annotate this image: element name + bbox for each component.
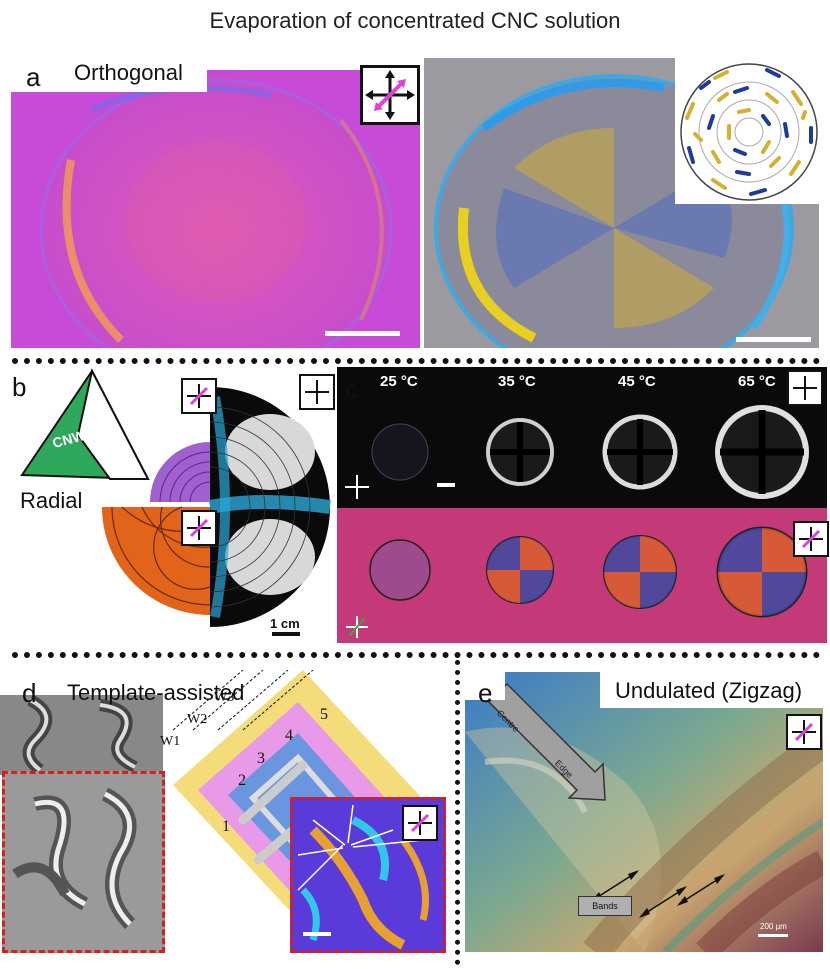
zone-label-2: 2 [238, 772, 246, 789]
width-label-1: W1 [160, 734, 181, 749]
zone-label-4: 4 [285, 727, 293, 744]
radial-label: Radial [20, 488, 83, 513]
panel-a-tag: Orthogonal [66, 58, 191, 88]
bands-label: Bands [578, 896, 632, 916]
polarizer-icon-b-bottom [181, 510, 217, 546]
polarizer-icon-d [402, 805, 438, 841]
scale-bar-a-right [736, 337, 811, 342]
sem-image-zoom [2, 771, 165, 953]
polarizer-icon-b-right [299, 374, 335, 410]
zone-label-5: 5 [320, 706, 328, 723]
polarizer-icon-c-top [787, 370, 823, 406]
polarizer-icon-b-top [181, 378, 217, 414]
polarizer-icon-c-bottom [793, 521, 829, 557]
temperature-label-1: 25 °C [380, 373, 418, 390]
width-label-3: W3 [214, 690, 235, 705]
scale-bar-b [272, 632, 300, 636]
scale-bar-a-left [325, 331, 400, 336]
panel-b-letter: b [12, 372, 27, 402]
zone-label-3: 3 [257, 750, 265, 767]
panel-d-letter: d [22, 678, 37, 708]
panel-c-top-strip [337, 367, 827, 508]
divider-top [12, 358, 820, 364]
figure-title: Evaporation of concentrated CNC solution [209, 8, 621, 33]
radial-schematic-inset [675, 58, 823, 204]
zone-label-1: 1 [222, 818, 230, 835]
panel-e-tag: Undulated (Zigzag) [615, 678, 803, 703]
divider-vertical [455, 660, 460, 965]
panel-a-letter: a [26, 62, 41, 92]
panel-e-letter: e [478, 678, 493, 708]
panel-a-left-image [11, 70, 420, 382]
panel-e-tag-box [600, 672, 823, 708]
temperature-label-2: 35 °C [498, 373, 536, 390]
scale-label-e: 200 µm [760, 922, 787, 931]
panel-e-letter-box [465, 660, 505, 700]
polarizer-icon-a [360, 65, 420, 125]
panel-d-tag: Template-assisted [67, 680, 245, 705]
polarizer-icon-e [786, 714, 822, 750]
panel-c-letter: c [345, 374, 358, 404]
panel-e-image [465, 672, 830, 962]
temperature-label-4: 65 °C [738, 373, 776, 390]
panel-c-bottom-strip [337, 508, 827, 643]
divider-middle [12, 652, 820, 658]
sem-image-top [0, 694, 163, 775]
temperature-label-3: 45 °C [618, 373, 656, 390]
width-label-2: W2 [187, 712, 208, 727]
pom-image-zoom [290, 797, 446, 953]
scale-label-b: 1 cm [270, 616, 300, 631]
